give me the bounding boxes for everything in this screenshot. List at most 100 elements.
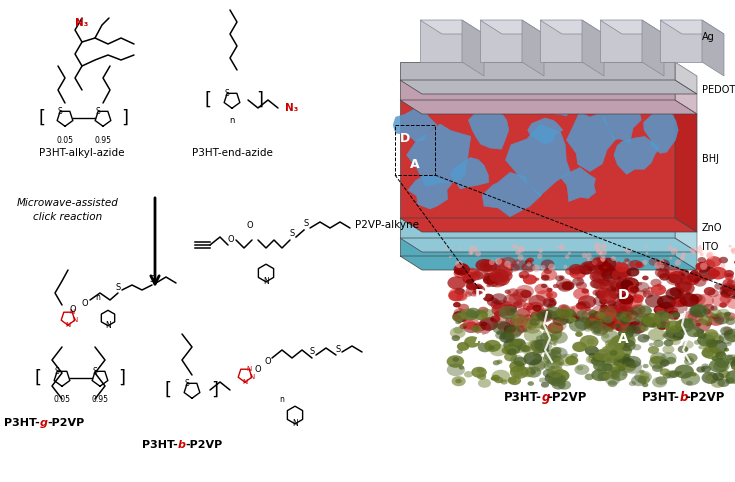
Ellipse shape xyxy=(624,258,629,262)
Ellipse shape xyxy=(595,321,606,329)
Ellipse shape xyxy=(597,364,612,375)
Polygon shape xyxy=(480,20,522,62)
Ellipse shape xyxy=(553,315,568,326)
Ellipse shape xyxy=(731,366,735,370)
Ellipse shape xyxy=(659,287,663,290)
Ellipse shape xyxy=(613,355,631,368)
Ellipse shape xyxy=(719,332,735,344)
Ellipse shape xyxy=(603,374,610,379)
Ellipse shape xyxy=(584,374,594,380)
Ellipse shape xyxy=(684,353,698,362)
Ellipse shape xyxy=(513,339,522,346)
Ellipse shape xyxy=(642,313,661,326)
Ellipse shape xyxy=(712,294,730,307)
Ellipse shape xyxy=(531,356,549,369)
Ellipse shape xyxy=(556,246,558,248)
Ellipse shape xyxy=(492,370,510,383)
Ellipse shape xyxy=(649,343,654,346)
Ellipse shape xyxy=(676,279,682,283)
Text: A: A xyxy=(618,332,628,346)
Ellipse shape xyxy=(600,353,618,366)
Ellipse shape xyxy=(619,360,636,373)
Ellipse shape xyxy=(494,311,501,317)
Text: D: D xyxy=(400,132,410,145)
Text: [: [ xyxy=(165,381,171,399)
Ellipse shape xyxy=(610,350,617,356)
Ellipse shape xyxy=(521,346,531,352)
Text: [: [ xyxy=(38,109,46,127)
Ellipse shape xyxy=(597,294,603,298)
Ellipse shape xyxy=(518,245,525,253)
Ellipse shape xyxy=(506,348,517,355)
Ellipse shape xyxy=(623,334,635,342)
Ellipse shape xyxy=(686,326,702,337)
Polygon shape xyxy=(540,20,582,62)
Ellipse shape xyxy=(490,344,507,356)
Ellipse shape xyxy=(590,278,606,289)
Ellipse shape xyxy=(490,315,501,322)
Ellipse shape xyxy=(611,256,616,261)
Ellipse shape xyxy=(532,265,540,272)
Ellipse shape xyxy=(701,349,714,358)
Ellipse shape xyxy=(728,245,731,248)
Polygon shape xyxy=(522,20,544,76)
Ellipse shape xyxy=(655,306,664,313)
Polygon shape xyxy=(675,218,697,252)
Ellipse shape xyxy=(644,318,656,326)
Ellipse shape xyxy=(551,355,561,363)
Ellipse shape xyxy=(658,365,662,368)
Ellipse shape xyxy=(598,258,617,271)
Ellipse shape xyxy=(720,285,735,298)
Ellipse shape xyxy=(549,311,561,320)
Ellipse shape xyxy=(477,373,486,380)
Ellipse shape xyxy=(676,281,692,292)
Ellipse shape xyxy=(692,250,696,254)
Ellipse shape xyxy=(459,247,461,249)
Ellipse shape xyxy=(635,262,642,267)
Polygon shape xyxy=(400,218,697,232)
Ellipse shape xyxy=(565,254,570,259)
Ellipse shape xyxy=(547,304,553,308)
Ellipse shape xyxy=(482,273,498,284)
Ellipse shape xyxy=(506,341,516,348)
Ellipse shape xyxy=(574,364,589,375)
Ellipse shape xyxy=(498,321,512,332)
Ellipse shape xyxy=(627,281,633,285)
Polygon shape xyxy=(400,62,675,80)
Ellipse shape xyxy=(553,358,564,365)
Ellipse shape xyxy=(684,318,698,329)
Ellipse shape xyxy=(731,295,735,299)
Ellipse shape xyxy=(541,283,547,288)
PathPatch shape xyxy=(528,118,563,145)
Ellipse shape xyxy=(714,316,722,321)
Ellipse shape xyxy=(606,261,612,267)
Ellipse shape xyxy=(605,374,620,385)
Ellipse shape xyxy=(537,254,542,259)
Ellipse shape xyxy=(614,310,628,321)
PathPatch shape xyxy=(560,167,595,202)
Text: N: N xyxy=(249,374,254,380)
Text: N: N xyxy=(246,366,252,372)
Text: D: D xyxy=(475,288,487,302)
Ellipse shape xyxy=(506,317,516,324)
Ellipse shape xyxy=(623,361,637,371)
Ellipse shape xyxy=(586,355,598,364)
Ellipse shape xyxy=(525,259,531,264)
Ellipse shape xyxy=(634,315,645,322)
Ellipse shape xyxy=(612,294,617,298)
Ellipse shape xyxy=(481,321,487,326)
Text: -P2VP: -P2VP xyxy=(47,418,85,428)
Ellipse shape xyxy=(695,262,707,270)
Ellipse shape xyxy=(569,319,588,332)
Text: S: S xyxy=(115,282,121,292)
Polygon shape xyxy=(400,80,675,100)
Ellipse shape xyxy=(670,337,681,345)
Ellipse shape xyxy=(682,340,694,348)
Ellipse shape xyxy=(725,318,735,325)
Ellipse shape xyxy=(624,316,632,321)
Ellipse shape xyxy=(464,371,473,377)
Text: [: [ xyxy=(35,369,41,387)
Ellipse shape xyxy=(476,259,493,271)
Ellipse shape xyxy=(570,312,578,318)
Ellipse shape xyxy=(722,283,735,293)
